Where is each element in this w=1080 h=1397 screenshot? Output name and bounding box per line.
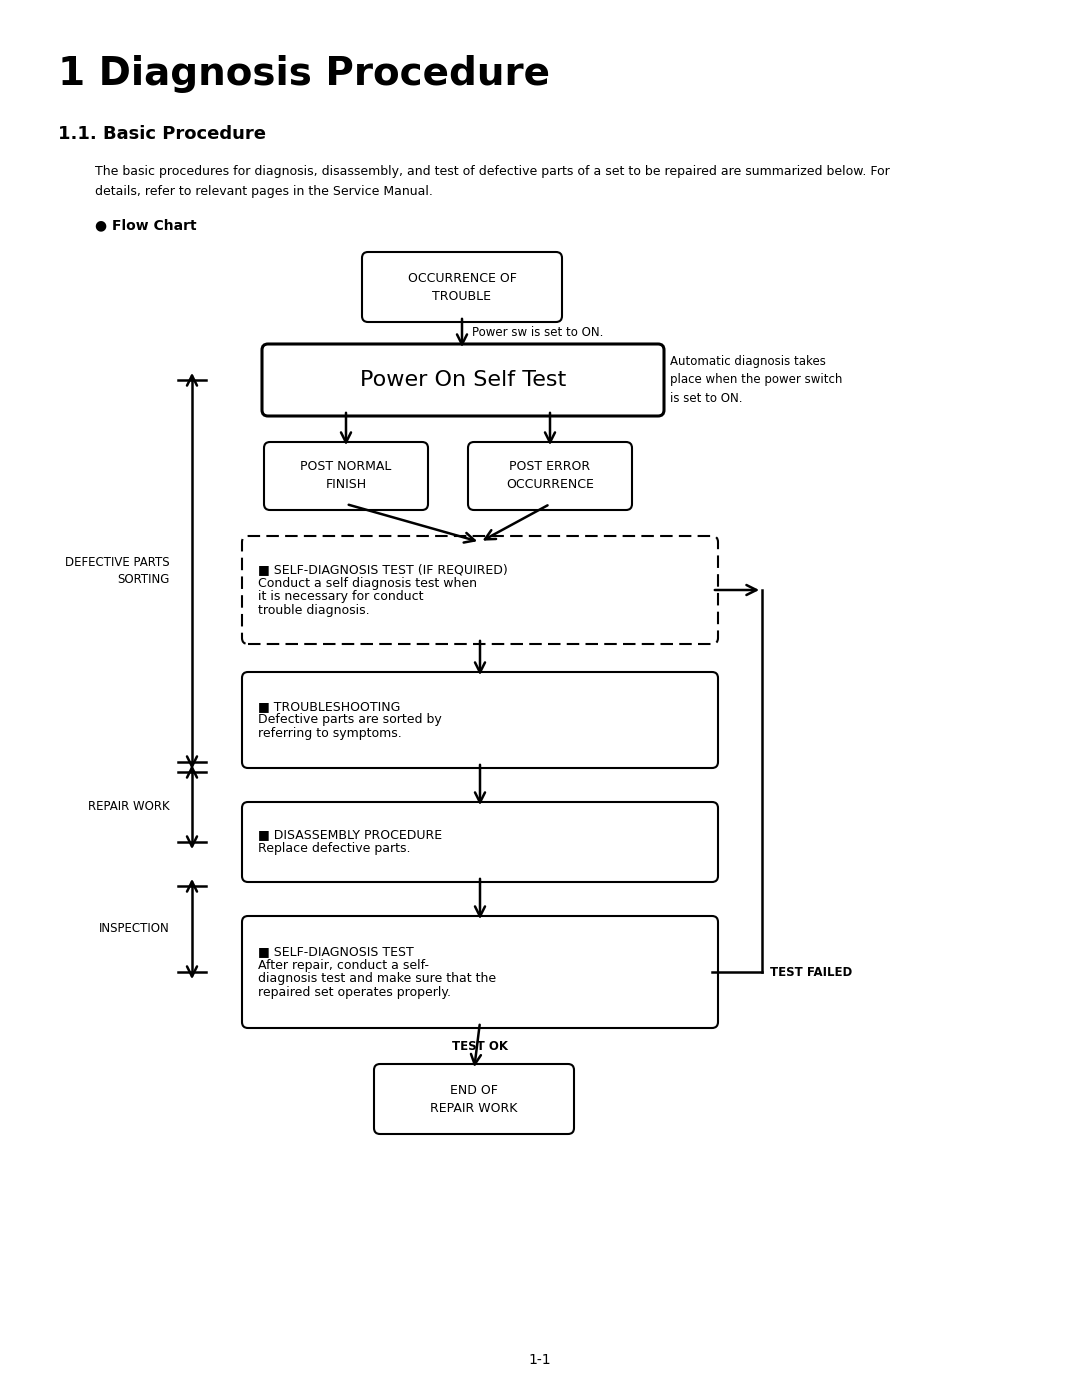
Text: 1-1: 1-1 [529,1354,551,1368]
FancyBboxPatch shape [242,536,718,644]
Text: ■ SELF-DIAGNOSIS TEST (IF REQUIRED): ■ SELF-DIAGNOSIS TEST (IF REQUIRED) [258,563,508,576]
FancyBboxPatch shape [242,672,718,768]
Text: ■ TROUBLESHOOTING: ■ TROUBLESHOOTING [258,700,401,712]
Text: 1 Diagnosis Procedure: 1 Diagnosis Procedure [58,54,550,94]
Text: Power sw is set to ON.: Power sw is set to ON. [472,327,604,339]
Text: Power On Self Test: Power On Self Test [360,370,566,390]
Text: TEST FAILED: TEST FAILED [770,965,852,978]
Text: OCCURRENCE OF
TROUBLE: OCCURRENCE OF TROUBLE [407,271,516,303]
Text: diagnosis test and make sure that the: diagnosis test and make sure that the [258,972,496,985]
Text: ■ SELF-DIAGNOSIS TEST: ■ SELF-DIAGNOSIS TEST [258,944,414,957]
Text: Defective parts are sorted by: Defective parts are sorted by [258,714,442,726]
Text: POST NORMAL
FINISH: POST NORMAL FINISH [300,461,392,492]
Text: ● Flow Chart: ● Flow Chart [95,218,197,232]
Text: Automatic diagnosis takes
place when the power switch
is set to ON.: Automatic diagnosis takes place when the… [670,355,842,405]
Text: ■ DISASSEMBLY PROCEDURE: ■ DISASSEMBLY PROCEDURE [258,828,442,841]
Text: The basic procedures for diagnosis, disassembly, and test of defective parts of : The basic procedures for diagnosis, disa… [95,165,890,177]
FancyBboxPatch shape [262,344,664,416]
Text: repaired set operates properly.: repaired set operates properly. [258,986,451,999]
Text: it is necessary for conduct: it is necessary for conduct [258,591,423,604]
Text: 1.1. Basic Procedure: 1.1. Basic Procedure [58,124,266,142]
Text: REPAIR WORK: REPAIR WORK [89,800,170,813]
Text: Replace defective parts.: Replace defective parts. [258,842,410,855]
FancyBboxPatch shape [242,802,718,882]
FancyBboxPatch shape [362,251,562,321]
Text: DEFECTIVE PARTS
SORTING: DEFECTIVE PARTS SORTING [66,556,170,585]
FancyBboxPatch shape [374,1065,573,1134]
Text: INSPECTION: INSPECTION [99,922,170,936]
Text: trouble diagnosis.: trouble diagnosis. [258,605,369,617]
FancyBboxPatch shape [468,441,632,510]
Text: TEST OK: TEST OK [453,1039,508,1052]
Text: END OF
REPAIR WORK: END OF REPAIR WORK [430,1084,517,1115]
FancyBboxPatch shape [242,916,718,1028]
Text: POST ERROR
OCCURRENCE: POST ERROR OCCURRENCE [507,461,594,492]
Text: referring to symptoms.: referring to symptoms. [258,728,402,740]
Text: Conduct a self diagnosis test when: Conduct a self diagnosis test when [258,577,477,590]
Text: After repair, conduct a self-: After repair, conduct a self- [258,958,429,971]
Text: details, refer to relevant pages in the Service Manual.: details, refer to relevant pages in the … [95,184,433,198]
FancyBboxPatch shape [264,441,428,510]
